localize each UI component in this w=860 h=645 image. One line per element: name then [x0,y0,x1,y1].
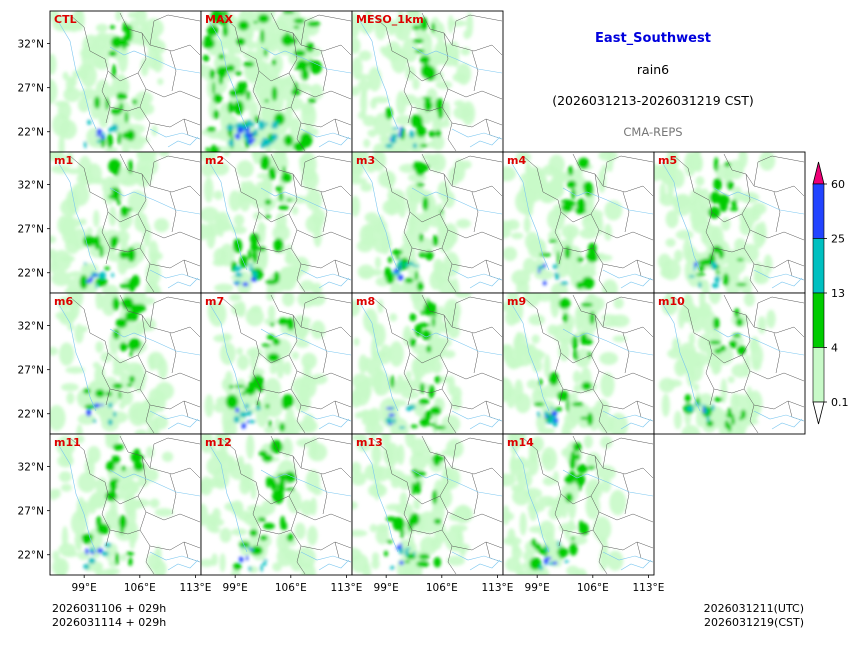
lat-tick-label: 27°N [18,224,44,236]
period-label: (2026031213-2026031219 CST) [552,93,754,108]
panel-m4: m4 [502,151,655,294]
lon-tick-label: 99°E [374,582,399,594]
lat-tick-label: 32°N [18,462,44,474]
variable-label: rain6 [637,62,669,77]
colorbar-extend-max [812,161,825,185]
panel-m1: m1 [49,151,202,294]
valid-time-utc: 2026031211(UTC) [704,602,804,615]
panel-m6: m6 [49,292,202,435]
colorbar-segment [812,238,825,294]
colorbar-level-label: 25 [831,233,845,246]
lon-tick-label: 113°E [632,582,664,594]
panel-m13: m13 [351,433,504,576]
lat-tick-label: 22°N [18,550,44,562]
panel-ctl: CTL [49,10,202,153]
panel-meso-1km: MESO_1km [351,10,504,153]
colorbar-extend-min [812,401,825,425]
panel-label: m14 [507,436,534,449]
panel-label: CTL [54,13,77,26]
panel-label: m11 [54,436,81,449]
footer: 2026031106 + 029h 2026031114 + 029h 2026… [52,602,804,629]
panel-m3: m3 [351,151,504,294]
panel-label: m5 [658,154,677,167]
panel-label: m6 [54,295,73,308]
colorbar-segment [812,347,825,403]
lon-tick-label: 99°E [525,582,550,594]
lon-tick-label: 106°E [124,582,156,594]
lat-tick-label: 22°N [18,409,44,421]
panel-label: m7 [205,295,224,308]
panels-layer: CTL m1 m6 m11 MAX m2 m7 m12 MESO_1km m3 m8 m13 m4 m9 m… [49,10,806,576]
colorbar-level-label: 13 [831,287,845,300]
init-time-line-2: 2026031114 + 029h [52,616,166,629]
colorbar-level-label: 0.1 [831,396,849,409]
lat-tick-label: 32°N [18,321,44,333]
lon-tick-label: 113°E [330,582,362,594]
lat-tick-label: 22°N [18,268,44,280]
panel-label: m10 [658,295,685,308]
colorbar-segment [812,292,825,348]
lon-tick-label: 113°E [179,582,211,594]
lat-tick-label: 27°N [18,83,44,95]
lon-tick-label: 106°E [577,582,609,594]
panel-label: m13 [356,436,383,449]
lon-tick-label: 106°E [426,582,458,594]
panel-label: m3 [356,154,375,167]
panel-m9: m9 [502,292,655,435]
lon-tick-label: 99°E [72,582,97,594]
colorbar-level-label: 60 [831,178,845,191]
chart-title: East_Southwest [595,31,711,46]
lat-tick-label: 22°N [18,127,44,139]
lat-tick-label: 27°N [18,506,44,518]
lat-tick-label: 32°N [18,180,44,192]
panel-label: MESO_1km [356,13,424,26]
panel-label: m12 [205,436,232,449]
axes-layer: 32°N 27°N 22°N 32°N 27°N 22°N 32°N 27°N 22°N 32°N… [18,39,665,594]
panel-m2: m2 [200,151,353,294]
lon-tick-label: 113°E [481,582,513,594]
source-label: CMA-REPS [623,125,682,139]
panel-label: MAX [205,13,233,26]
panel-m7: m7 [200,292,353,435]
panel-label: m9 [507,295,526,308]
lon-tick-label: 99°E [223,582,248,594]
panel-m10: m10 [653,292,806,435]
title-block: East_Southwest rain6 (2026031213-2026031… [552,31,754,139]
valid-time-cst: 2026031219(CST) [704,616,804,629]
panel-m5: m5 [653,151,806,294]
panel-m12: m12 [200,433,353,576]
panel-max: MAX [200,10,353,153]
init-time-line-1: 2026031106 + 029h [52,602,166,615]
panel-label: m8 [356,295,375,308]
panel-label: m2 [205,154,224,167]
panel-m11: m11 [49,433,202,576]
colorbar: 60 25 13 4 0.1 [812,161,849,425]
panel-m14: m14 [502,433,655,576]
lon-tick-label: 106°E [275,582,307,594]
panel-label: m4 [507,154,526,167]
panel-m8: m8 [351,292,504,435]
colorbar-level-label: 4 [831,342,838,355]
panel-label: m1 [54,154,73,167]
colorbar-segment [812,183,825,239]
lat-tick-label: 32°N [18,39,44,51]
lat-tick-label: 27°N [18,365,44,377]
